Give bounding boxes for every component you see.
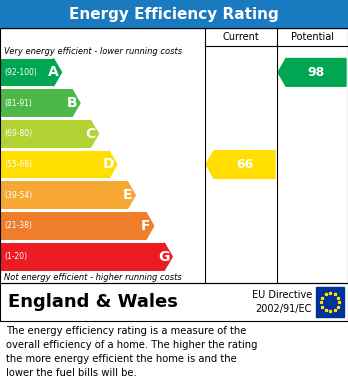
Bar: [0, 89, 72, 117]
Bar: [0, 151, 109, 178]
Bar: [0, 0, 348, 28]
Polygon shape: [72, 89, 80, 117]
Text: B: B: [66, 96, 77, 110]
Text: Very energy efficient - lower running costs: Very energy efficient - lower running co…: [4, 47, 182, 56]
Bar: [316, 287, 344, 317]
Text: D: D: [102, 158, 114, 172]
Text: (81-91): (81-91): [4, 99, 32, 108]
Bar: [0, 28, 348, 283]
Text: 98: 98: [307, 66, 325, 79]
Text: The energy efficiency rating is a measure of the
overall efficiency of a home. T: The energy efficiency rating is a measur…: [6, 326, 258, 378]
Text: England & Wales: England & Wales: [8, 293, 178, 311]
Text: A: A: [48, 65, 58, 79]
Text: EU Directive
2002/91/EC: EU Directive 2002/91/EC: [252, 291, 312, 314]
Bar: [0, 181, 127, 209]
Text: E: E: [123, 188, 132, 202]
Text: (55-68): (55-68): [4, 160, 32, 169]
Polygon shape: [146, 212, 154, 240]
Text: Energy Efficiency Rating: Energy Efficiency Rating: [69, 7, 279, 22]
Text: F: F: [141, 219, 151, 233]
Text: (21-38): (21-38): [4, 221, 32, 230]
Text: (69-80): (69-80): [4, 129, 32, 138]
Bar: [0, 212, 146, 240]
Text: (92-100): (92-100): [4, 68, 37, 77]
Text: (1-20): (1-20): [4, 252, 27, 261]
Text: G: G: [158, 249, 169, 264]
Polygon shape: [206, 151, 275, 178]
Text: Current: Current: [223, 32, 259, 42]
Polygon shape: [109, 151, 117, 178]
Bar: [0, 283, 348, 321]
Text: Not energy efficient - higher running costs: Not energy efficient - higher running co…: [4, 273, 182, 282]
Text: Potential: Potential: [291, 32, 334, 42]
Polygon shape: [278, 59, 346, 86]
Polygon shape: [90, 120, 98, 148]
Text: C: C: [85, 127, 95, 141]
Bar: [0, 120, 90, 148]
Bar: [0, 59, 54, 86]
Text: 66: 66: [236, 158, 253, 171]
Text: (39-54): (39-54): [4, 191, 32, 200]
Polygon shape: [54, 59, 62, 86]
Polygon shape: [164, 243, 172, 271]
Polygon shape: [127, 181, 135, 209]
Bar: [0, 243, 164, 271]
